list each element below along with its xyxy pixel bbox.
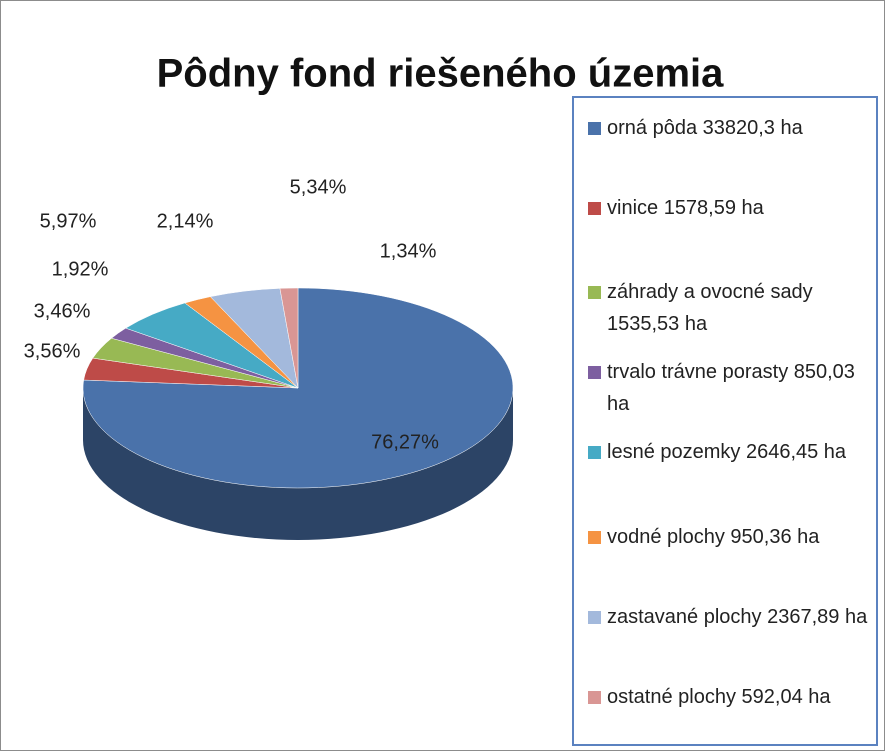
data-label: 3,46% bbox=[34, 300, 91, 322]
data-label: 5,97% bbox=[40, 210, 97, 232]
legend-label: lesné pozemky 2646,45 ha bbox=[607, 441, 847, 463]
data-label: 3,56% bbox=[24, 340, 81, 362]
legend-label: vodné plochy 950,36 ha bbox=[607, 526, 820, 548]
data-label: 1,34% bbox=[380, 240, 437, 262]
legend-swatch bbox=[588, 286, 601, 299]
legend-swatch bbox=[588, 446, 601, 459]
legend-swatch bbox=[588, 122, 601, 135]
legend-swatch bbox=[588, 366, 601, 379]
legend-swatch bbox=[588, 611, 601, 624]
legend-item: vinice 1578,59 ha bbox=[588, 192, 873, 224]
legend-item: lesné pozemky 2646,45 ha bbox=[588, 436, 873, 468]
legend-item: záhrady a ovocné sady 1535,53 ha bbox=[588, 276, 873, 340]
legend-label: trvalo trávne porasty 850,03 ha bbox=[607, 361, 855, 415]
data-label: 1,92% bbox=[52, 258, 109, 280]
pie-sides bbox=[83, 388, 513, 540]
legend-item: trvalo trávne porasty 850,03 ha bbox=[588, 356, 873, 420]
legend-label: vinice 1578,59 ha bbox=[607, 197, 764, 219]
legend-item: vodné plochy 950,36 ha bbox=[588, 521, 873, 553]
data-label: 2,14% bbox=[157, 210, 214, 232]
legend-item: ostatné plochy 592,04 ha bbox=[588, 681, 873, 713]
legend-label: záhrady a ovocné sady 1535,53 ha bbox=[607, 281, 813, 335]
legend-label: zastavané plochy 2367,89 ha bbox=[607, 606, 868, 628]
chart-title: Pôdny fond riešeného územia bbox=[157, 52, 725, 96]
legend-item: orná pôda 33820,3 ha bbox=[588, 112, 873, 144]
legend-item: zastavané plochy 2367,89 ha bbox=[588, 601, 873, 633]
data-label: 76,27% bbox=[371, 431, 439, 453]
legend-swatch bbox=[588, 202, 601, 215]
data-label: 5,34% bbox=[290, 176, 347, 198]
legend-label: ostatné plochy 592,04 ha bbox=[607, 686, 831, 708]
legend-label: orná pôda 33820,3 ha bbox=[607, 117, 803, 139]
legend-swatch bbox=[588, 691, 601, 704]
slice-side bbox=[83, 388, 513, 540]
legend-swatch bbox=[588, 531, 601, 544]
pie-slice bbox=[279, 287, 299, 389]
legend: orná pôda 33820,3 ha vinice 1578,59 ha záh… bbox=[572, 96, 878, 746]
